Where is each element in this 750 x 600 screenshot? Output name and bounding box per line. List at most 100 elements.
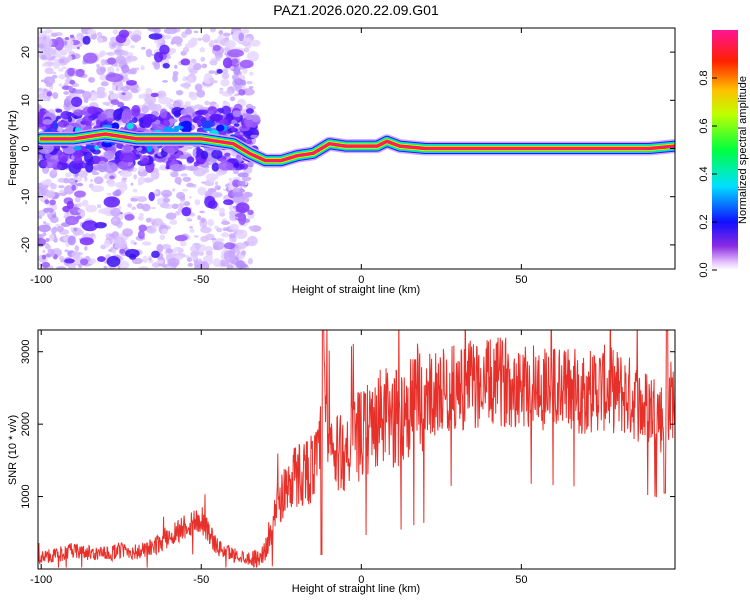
spectrogram-speckle	[182, 46, 190, 53]
spectrogram-speckle	[61, 66, 67, 70]
spectrogram-speckle	[137, 230, 145, 240]
spectrogram-speckle	[220, 78, 230, 87]
spectrogram-speckle	[189, 228, 195, 234]
spectrogram-speckle	[173, 246, 182, 252]
spectrogram-speckle	[90, 185, 105, 193]
spectrogram-speckle	[219, 87, 224, 91]
spectrogram-speckle	[196, 146, 201, 152]
spectrogram-speckle	[241, 176, 252, 182]
spectrogram-speckle	[49, 199, 56, 206]
spectrogram-speckle	[133, 241, 137, 245]
spectrogram-ytick-label: -20	[20, 237, 32, 253]
spectrogram-speckle	[59, 189, 65, 194]
spectrogram-speckle	[48, 233, 55, 242]
spectrogram-speckle	[156, 243, 164, 253]
spectrogram-speckle	[212, 258, 221, 267]
spectrogram-speckle	[143, 118, 152, 128]
spectrogram-speckle	[194, 264, 202, 269]
spectrogram-speckle	[209, 60, 218, 66]
spectrogram-speckle	[145, 217, 152, 223]
spectrogram-speckle	[110, 207, 121, 217]
spectrogram-speckle	[108, 234, 115, 237]
spectrogram-speckle	[194, 199, 201, 206]
spectrogram-speckle	[50, 227, 57, 234]
spectrogram-speckle	[121, 50, 129, 56]
spectrogram-speckle	[140, 65, 145, 71]
spectrogram-speckle	[52, 72, 57, 75]
spectrogram-speckle	[145, 48, 153, 58]
spectrogram-speckle	[78, 263, 83, 269]
spectrogram-speckle	[67, 116, 73, 123]
spectrogram-speckle	[141, 203, 151, 212]
spectrogram-speckle	[204, 245, 213, 253]
spectrogram-speckle	[74, 190, 86, 198]
spectrogram-speckle	[197, 215, 202, 221]
spectrogram-speckle	[234, 248, 240, 253]
spectrogram-speckle	[200, 226, 212, 234]
spectrogram-speckle	[205, 173, 219, 181]
spectrogram-speckle	[88, 76, 96, 83]
spectrogram-speckle	[44, 199, 50, 205]
spectrogram-speckle	[43, 158, 58, 169]
spectrogram-speckle	[72, 204, 78, 208]
spectrogram-speckle	[142, 177, 154, 183]
spectrogram-speckle	[119, 152, 137, 163]
spectrogram-speckle	[106, 57, 117, 65]
spectrogram-speckle	[91, 171, 100, 176]
spectrogram-speckle	[74, 179, 78, 183]
spectrogram-speckle	[150, 169, 160, 180]
spectrogram-speckle	[131, 197, 138, 202]
spectrogram-speckle	[115, 181, 127, 189]
spectrogram-speckle	[168, 118, 178, 124]
spectrogram-speckle	[184, 101, 191, 107]
spectrogram-speckle	[65, 95, 72, 100]
spectrogram-speckle	[188, 196, 193, 199]
spectrogram-speckle	[226, 89, 233, 94]
spectrogram-speckle	[228, 177, 233, 181]
spectrogram-speckle	[76, 182, 84, 187]
spectrogram-speckle	[221, 232, 229, 238]
spectrogram-speckle	[73, 89, 86, 94]
spectrogram-speckle	[130, 239, 135, 245]
spectrogram-speckle	[208, 178, 215, 183]
spectrogram-speckle	[247, 257, 253, 265]
spectrogram-speckle	[67, 55, 73, 61]
spectrogram-x-ticks: -100 -50 0 50	[30, 28, 527, 286]
spectrogram-ytick-label: 0	[20, 145, 32, 151]
spectrogram-speckle	[111, 249, 117, 255]
spectrogram-speckle	[131, 257, 143, 265]
spectrogram-speckle	[58, 74, 66, 80]
spectrogram-speckle	[208, 258, 213, 265]
spectrogram-speckle	[115, 66, 120, 72]
spectrogram-speckle	[148, 191, 155, 202]
spectrogram-speckle	[247, 51, 259, 62]
spectrogram-speckle	[185, 255, 190, 259]
spectrogram-panel: -100 -50 0 50 20 10 0 -10 -20 Height of straigh…	[7, 27, 676, 296]
spectrogram-speckle	[138, 224, 148, 232]
spectrogram-speckle	[74, 232, 80, 236]
spectrogram-speckle	[103, 38, 107, 43]
spectrogram-speckle	[45, 237, 50, 242]
spectrogram-hot-blob	[203, 127, 213, 132]
spectrogram-speckle	[246, 235, 258, 247]
spectrogram-speckle	[186, 217, 192, 221]
spectrogram-speckle	[222, 57, 233, 69]
spectrogram-speckle	[173, 100, 182, 110]
spectrogram-speckle	[112, 190, 120, 197]
spectrogram-speckle	[110, 99, 120, 105]
spectrogram-speckle	[199, 210, 205, 214]
spectrogram-speckle	[195, 110, 205, 116]
spectrogram-ridge	[38, 127, 675, 168]
spectrogram-speckle	[118, 29, 130, 38]
spectrogram-speckle	[190, 58, 197, 64]
spectrogram-speckle	[70, 96, 83, 108]
spectrogram-speckle	[96, 64, 101, 69]
spectrogram-speckle	[211, 149, 223, 159]
spectrogram-speckle	[179, 240, 187, 247]
spectrogram-speckle	[141, 241, 152, 246]
spectrogram-speckle	[117, 43, 122, 46]
spectrogram-speckle	[64, 258, 75, 264]
spectrogram-speckle	[228, 210, 235, 217]
spectrogram-speckle	[174, 211, 181, 216]
spectrogram-speckle	[208, 70, 216, 74]
